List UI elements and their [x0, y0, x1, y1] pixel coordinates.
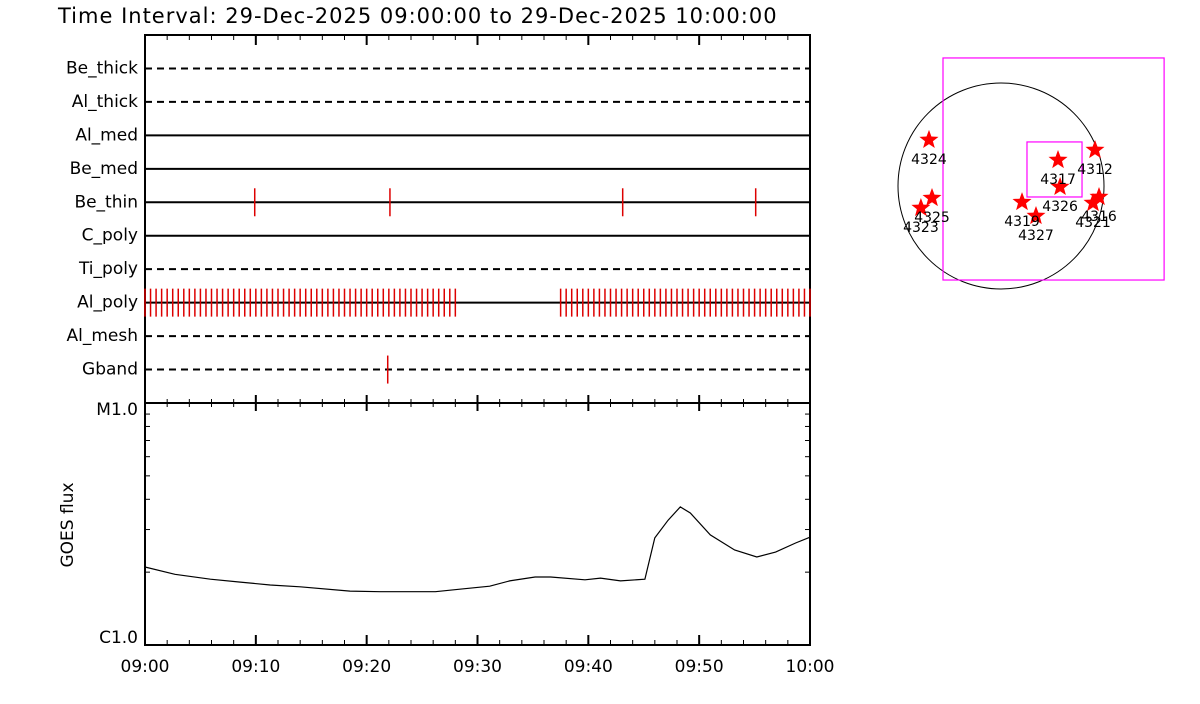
region-label: 4326 — [1042, 199, 1078, 215]
region-label: 4319 — [1004, 214, 1040, 230]
region-label: 4323 — [903, 220, 939, 236]
x-tick-label: 10:00 — [786, 657, 835, 677]
region-label: 4317 — [1040, 172, 1076, 188]
x-tick-label: 09:20 — [342, 657, 391, 677]
region-star — [911, 198, 931, 217]
row-label: Be_med — [70, 159, 138, 179]
chart-title: Time Interval: 29-Dec-2025 09:00:00 to 2… — [57, 4, 778, 28]
region-star — [1085, 140, 1105, 159]
y-tick-label: C1.0 — [99, 628, 138, 648]
row-label: Be_thin — [74, 192, 138, 212]
row-label: Al_poly — [77, 293, 138, 313]
field-of-view — [1026, 141, 1083, 198]
row-label: C_poly — [82, 226, 138, 246]
y-tick-label: M1.0 — [96, 400, 138, 420]
region-label: 4312 — [1077, 162, 1113, 178]
row-label: Ti_poly — [78, 259, 138, 279]
region-star — [1089, 187, 1109, 206]
region-star — [922, 188, 942, 207]
solar-disk — [897, 82, 1105, 290]
row-label: Gband — [82, 360, 138, 380]
row-label: Al_mesh — [66, 326, 138, 346]
flux-line — [144, 506, 811, 593]
region-label: 4325 — [914, 210, 950, 226]
region-star — [1026, 206, 1046, 225]
x-tick-label: 09:00 — [121, 657, 170, 677]
row-label: Al_thick — [72, 92, 138, 112]
region-label: 4316 — [1081, 209, 1117, 225]
row-label: Al_med — [75, 125, 138, 145]
y-axis-label: GOES flux — [58, 482, 78, 567]
region-label: 4321 — [1075, 215, 1111, 231]
region-label: 4324 — [911, 152, 947, 168]
x-tick-label: 09:30 — [453, 657, 502, 677]
region-label: 4327 — [1018, 228, 1054, 244]
x-tick-label: 09:10 — [231, 657, 280, 677]
region-star — [1012, 192, 1032, 211]
region-star — [1048, 150, 1068, 169]
region-star — [1083, 193, 1103, 212]
region-star — [1050, 177, 1070, 195]
region-star — [919, 129, 939, 148]
row-label: Be_thick — [66, 58, 138, 78]
field-of-view — [942, 57, 1165, 281]
x-tick-label: 09:40 — [564, 657, 613, 677]
x-tick-label: 09:50 — [675, 657, 724, 677]
